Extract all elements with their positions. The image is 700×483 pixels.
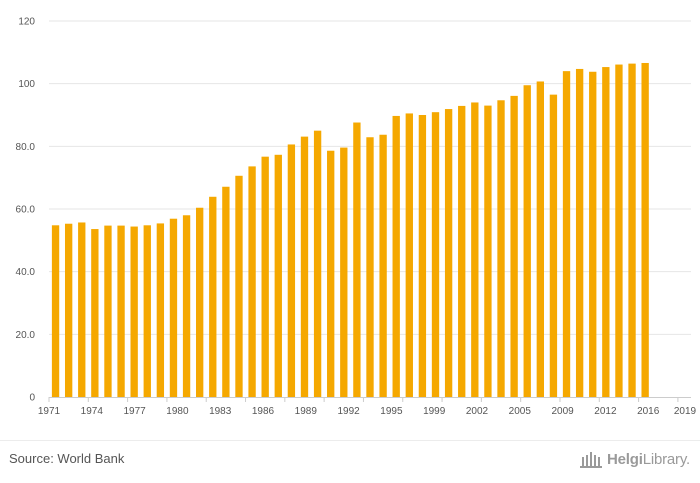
bar[interactable]: [641, 62, 649, 398]
bar[interactable]: [444, 109, 453, 398]
x-tick-label: 2002: [466, 406, 489, 417]
bar[interactable]: [64, 223, 73, 397]
bar[interactable]: [196, 207, 204, 397]
y-tick-label: 100: [18, 79, 35, 90]
x-tick-label: 1971: [38, 406, 61, 417]
bar[interactable]: [589, 71, 597, 397]
y-tick-label: 40.0: [16, 267, 36, 278]
source-label: Source: World Bank: [9, 451, 125, 466]
bar[interactable]: [602, 67, 610, 397]
bar[interactable]: [143, 225, 151, 397]
x-tick-label: 1986: [252, 406, 275, 417]
x-axis-ticks: 1971 1974 1977 1980 1983 1986 1989 1992 1995 1999…: [38, 397, 697, 417]
bar[interactable]: [78, 222, 86, 397]
bar[interactable]: [536, 81, 544, 398]
bar[interactable]: [497, 100, 505, 398]
bar[interactable]: [156, 223, 165, 397]
x-tick-label: 2019: [674, 406, 697, 417]
x-tick-label: 1980: [166, 406, 189, 417]
bar[interactable]: [392, 115, 400, 397]
logo-text: HelgiLibrary.: [607, 450, 690, 468]
bar[interactable]: [209, 196, 217, 397]
bar[interactable]: [287, 144, 296, 397]
helgi-library-logo[interactable]: HelgiLibrary.: [579, 449, 690, 469]
bar[interactable]: [615, 64, 623, 397]
x-tick-label: 1989: [295, 406, 318, 417]
y-tick-label: 60.0: [16, 205, 36, 216]
x-tick-label: 1983: [209, 406, 232, 417]
x-tick-label: 2005: [509, 406, 532, 417]
bar[interactable]: [169, 218, 178, 397]
chart-footer: Source: World Bank HelgiLibrary.: [0, 440, 700, 483]
x-tick-label: 2009: [551, 406, 574, 417]
bar[interactable]: [274, 154, 282, 397]
bar[interactable]: [562, 71, 571, 397]
bar[interactable]: [222, 186, 230, 397]
bars: [51, 62, 649, 398]
bar[interactable]: [235, 175, 243, 397]
y-tick-label: 20.0: [16, 330, 36, 341]
y-tick-label: 0: [29, 393, 35, 404]
bar[interactable]: [248, 166, 256, 397]
bar[interactable]: [549, 94, 558, 397]
x-tick-label: 1995: [380, 406, 403, 417]
bar[interactable]: [313, 130, 322, 397]
bar[interactable]: [484, 105, 492, 397]
bar-chart: 0 20.0 40.0 60.0 80.0 100 120 1971 1974 1977 1980…: [16, 17, 697, 418]
bar[interactable]: [117, 225, 125, 397]
bar[interactable]: [458, 105, 466, 397]
bar[interactable]: [327, 150, 335, 397]
x-tick-label: 1977: [123, 406, 146, 417]
bar[interactable]: [300, 136, 309, 397]
bar[interactable]: [130, 226, 138, 397]
bar[interactable]: [182, 215, 191, 397]
x-tick-label: 1974: [81, 406, 104, 417]
bar[interactable]: [353, 122, 361, 398]
bar[interactable]: [379, 134, 387, 398]
bar[interactable]: [51, 225, 60, 397]
bar[interactable]: [405, 113, 413, 397]
bar[interactable]: [523, 85, 531, 397]
bar[interactable]: [418, 115, 427, 397]
bar[interactable]: [471, 102, 479, 397]
bar[interactable]: [366, 137, 374, 397]
y-tick-label: 80.0: [16, 142, 36, 153]
x-tick-label: 2016: [637, 406, 660, 417]
x-tick-label: 1999: [423, 406, 446, 417]
bar[interactable]: [261, 156, 269, 397]
bar[interactable]: [431, 112, 440, 398]
bar[interactable]: [510, 95, 518, 398]
library-building-icon: [580, 452, 602, 468]
x-tick-label: 1992: [337, 406, 360, 417]
bar[interactable]: [628, 63, 636, 397]
bar[interactable]: [575, 68, 584, 397]
x-tick-label: 2012: [594, 406, 617, 417]
bar[interactable]: [104, 225, 112, 397]
bar[interactable]: [91, 229, 99, 397]
y-axis-ticks: 0 20.0 40.0 60.0 80.0 100 120: [16, 17, 36, 404]
bar[interactable]: [340, 147, 348, 397]
y-tick-label: 120: [18, 17, 35, 28]
